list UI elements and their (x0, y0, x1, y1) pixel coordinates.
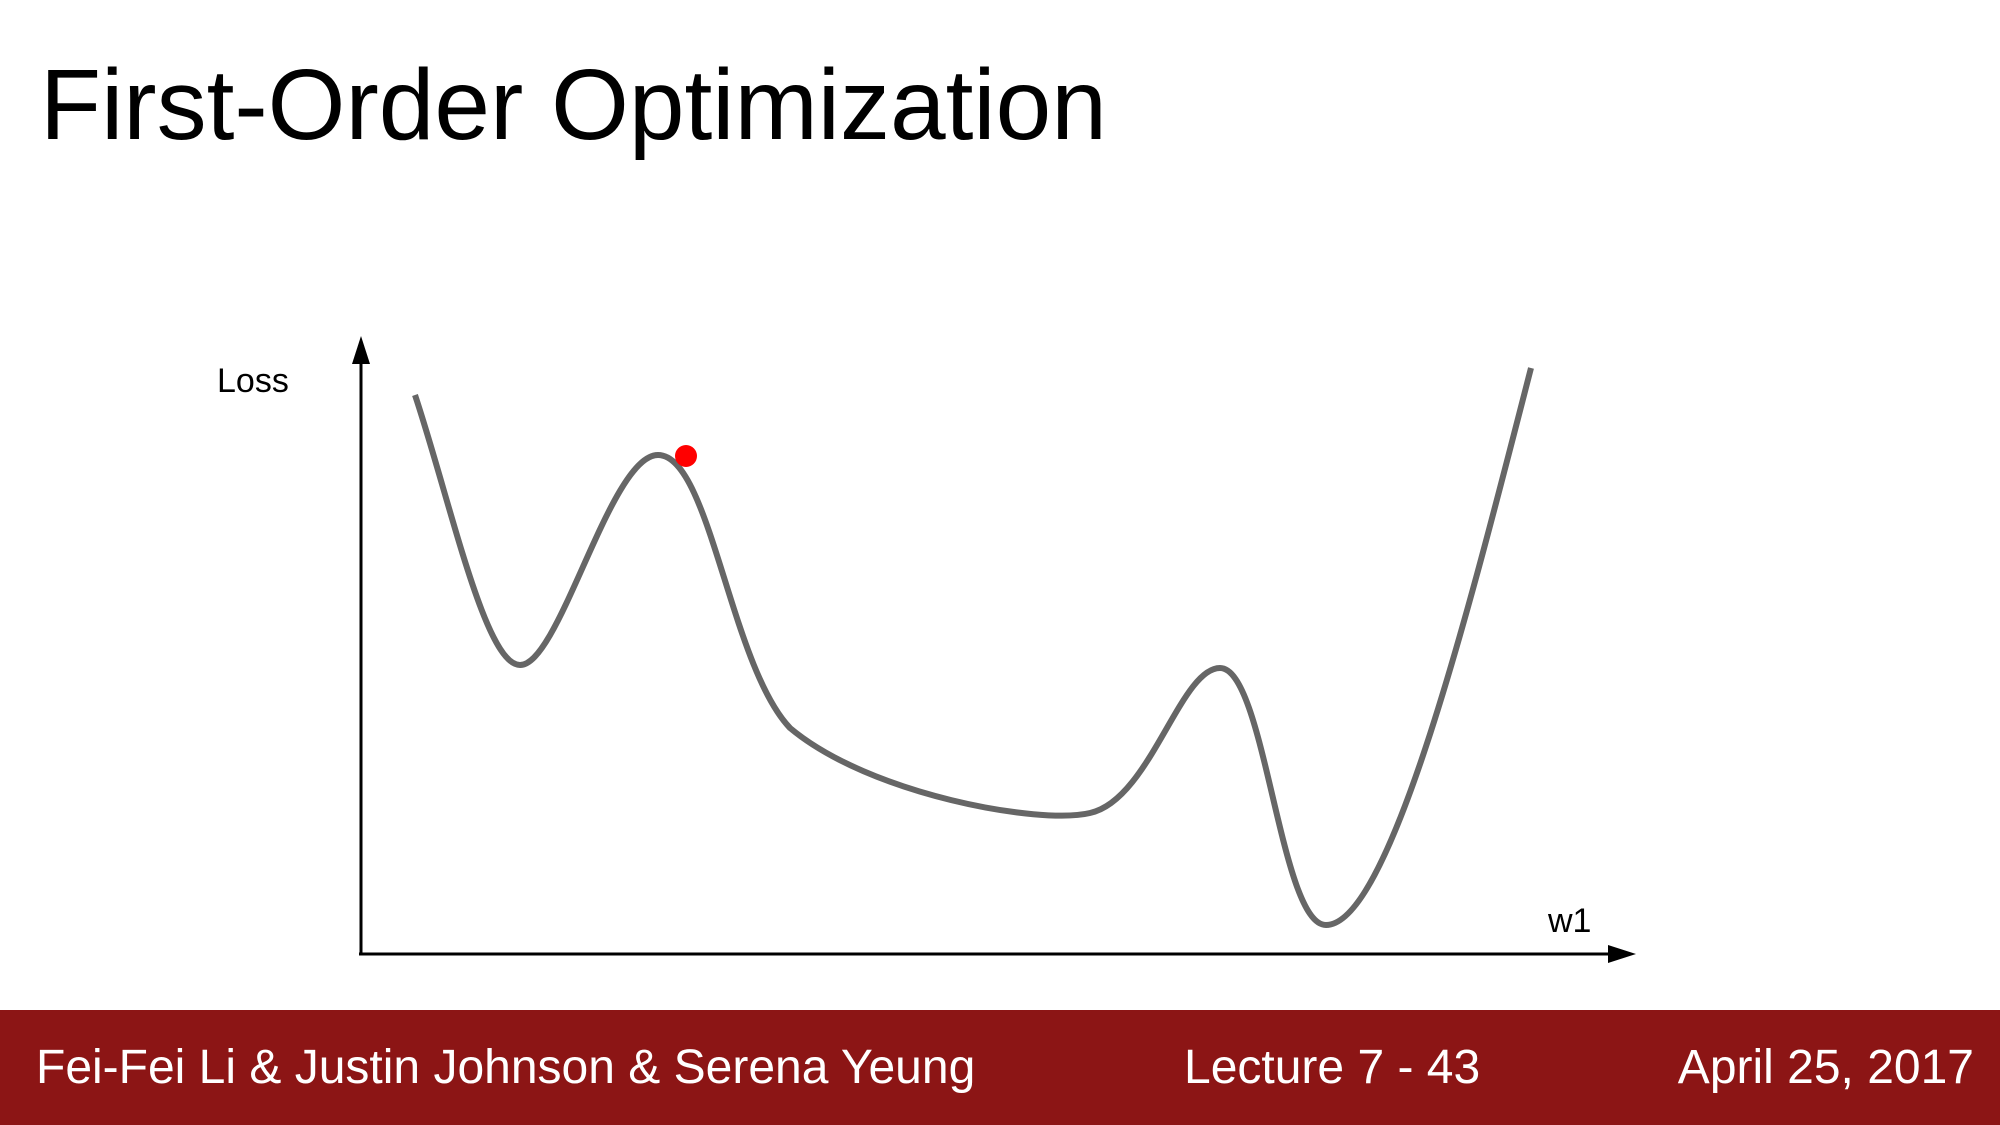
x-axis-label: w1 (1547, 902, 1591, 940)
footer-lecture-number: Lecture 7 - 43 (1184, 1041, 1481, 1094)
loss-landscape-diagram: Loss w1 (217, 336, 1636, 963)
y-axis-label: Loss (217, 362, 289, 400)
x-axis-arrowhead (1608, 945, 1636, 963)
loss-curve (412, 367, 1534, 928)
y-axis-arrowhead (352, 336, 370, 364)
slide-title: First-Order Optimization (40, 49, 1107, 161)
footer-authors: Fei-Fei Li & Justin Johnson & Serena Yeu… (36, 1041, 976, 1094)
current-point-marker (675, 445, 697, 467)
footer-bar: Fei-Fei Li & Justin Johnson & Serena Yeu… (0, 1010, 2000, 1125)
footer-date: April 25, 2017 (1677, 1041, 1974, 1094)
